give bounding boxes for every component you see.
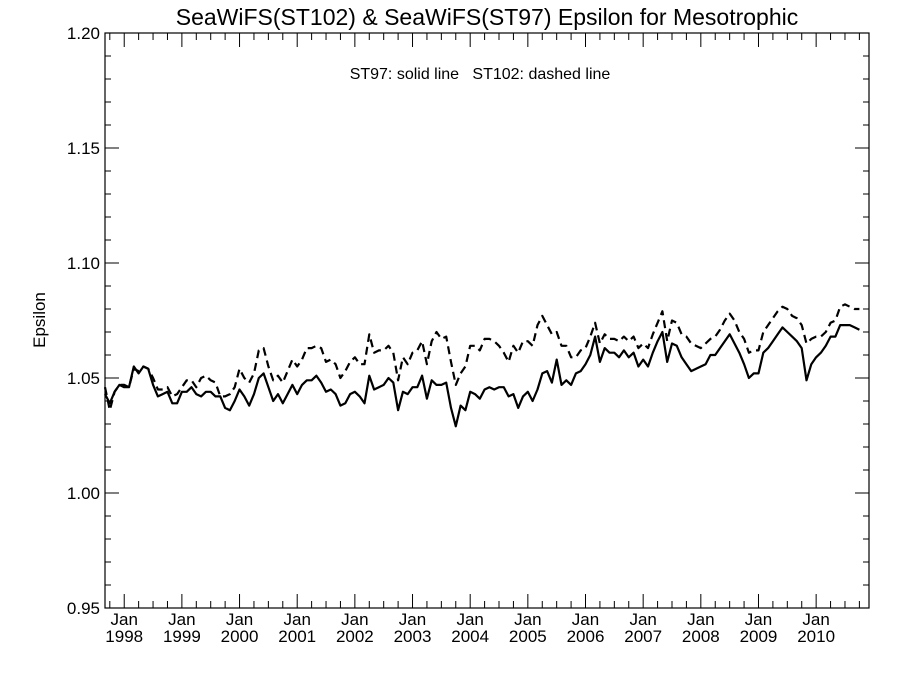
series-line-st97-solid xyxy=(104,324,860,428)
x-tick-label-month: Jan xyxy=(572,610,599,629)
x-tick-label-year: 2000 xyxy=(221,627,259,646)
y-tick-label: 1.10 xyxy=(67,254,100,273)
x-tick-label-year: 1999 xyxy=(163,627,201,646)
x-tick-label-year: 2004 xyxy=(451,627,489,646)
x-tick-label-year: 2001 xyxy=(278,627,316,646)
x-tick-label-month: Jan xyxy=(168,610,195,629)
chart-title: SeaWiFS(ST102) & SeaWiFS(ST97) Epsilon f… xyxy=(176,4,798,30)
y-axis-label: Epsilon xyxy=(30,292,49,348)
x-tick-label-year: 2007 xyxy=(624,627,662,646)
legend-annotation: ST97: solid line ST102: dashed line xyxy=(350,66,611,83)
x-tick-label-year: 2006 xyxy=(567,627,605,646)
x-tick-label-month: Jan xyxy=(341,610,368,629)
y-tick-label: 1.15 xyxy=(67,139,100,158)
y-tick-label: 1.00 xyxy=(67,484,100,503)
x-tick-label-month: Jan xyxy=(687,610,714,629)
x-tick-label-year: 2008 xyxy=(682,627,720,646)
x-tick-label-month: Jan xyxy=(456,610,483,629)
x-tick-label-year: 2010 xyxy=(797,627,835,646)
x-tick-label-year: 2005 xyxy=(509,627,547,646)
y-tick-label: 1.05 xyxy=(67,369,100,388)
x-tick-label-year: 2002 xyxy=(336,627,374,646)
x-tick-label-month: Jan xyxy=(283,610,310,629)
plot-frame xyxy=(104,32,870,609)
x-tick-label-month: Jan xyxy=(514,610,541,629)
y-tick-label: 1.20 xyxy=(67,24,100,43)
x-tick-label-year: 2009 xyxy=(740,627,778,646)
x-tick-label-month: Jan xyxy=(745,610,772,629)
x-tick-label-month: Jan xyxy=(802,610,829,629)
series-line-st102-dashed xyxy=(103,303,860,412)
x-tick-label-month: Jan xyxy=(399,610,426,629)
x-tick-label-year: 2003 xyxy=(394,627,432,646)
x-tick-label-month: Jan xyxy=(629,610,656,629)
plot-area: 0.951.001.051.101.151.20Jan1998Jan1999Ja… xyxy=(67,24,870,646)
x-tick-label-year: 1998 xyxy=(105,627,143,646)
x-tick-label-month: Jan xyxy=(226,610,253,629)
x-tick-label-month: Jan xyxy=(111,610,138,629)
y-tick-label: 0.95 xyxy=(67,599,100,618)
